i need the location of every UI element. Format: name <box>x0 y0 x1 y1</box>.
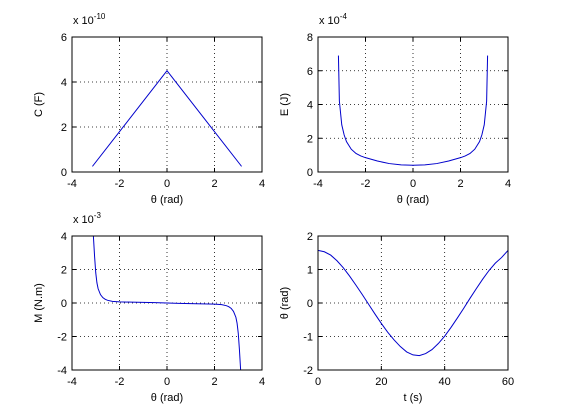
x-axis-label: t (s) <box>404 392 423 404</box>
x-tick-label: 0 <box>164 178 170 190</box>
y-tick-label: 0 <box>307 167 313 179</box>
x-tick-label: 20 <box>375 376 387 388</box>
x-tick-label: 2 <box>211 376 217 388</box>
chart-panel-4: 0 20 40 60 -2 -1 0 1 2 t (s) θ (rad) <box>279 231 514 404</box>
x-tick-label: -4 <box>313 178 323 190</box>
axis-multiplier: x 10-3 <box>73 211 101 226</box>
y-tick-label: -1 <box>303 332 313 344</box>
chart-panel-3: -4 -2 0 2 4 -4 -2 0 2 4 θ (rad) M (N.m) x 10-3 <box>33 211 265 404</box>
y-axis-label: C (F) <box>33 92 45 117</box>
y-tick-label: -2 <box>57 332 67 344</box>
y-tick-label: 2 <box>61 265 67 277</box>
x-tick-label: 60 <box>502 376 514 388</box>
x-tick-label: -4 <box>67 376 77 388</box>
series-line-1 <box>92 235 242 371</box>
x-axis-label: θ (rad) <box>397 194 429 206</box>
series-line-1 <box>92 69 242 167</box>
y-tick-label: 4 <box>307 100 313 112</box>
series-line-1 <box>317 249 509 357</box>
y-tick-label: -4 <box>57 365 67 377</box>
x-tick-label: 4 <box>259 376 265 388</box>
axis-multiplier: x 10-4 <box>319 12 347 27</box>
x-tick-label: 40 <box>439 376 451 388</box>
plot-area <box>318 236 508 370</box>
y-axis-label: M (N.m) <box>33 283 45 323</box>
y-tick-label: 0 <box>307 298 313 310</box>
y-tick-label: 1 <box>307 265 313 277</box>
y-tick-label: 4 <box>61 77 67 89</box>
x-tick-label: -4 <box>67 178 77 190</box>
y-tick-label: 0 <box>61 167 67 179</box>
x-tick-label: -2 <box>361 178 371 190</box>
chart-panel-1: -4 -2 0 2 4 0 2 4 6 θ (rad) C (F) x 10-10 <box>33 12 265 206</box>
y-tick-label: 2 <box>307 231 313 243</box>
x-tick-label: 2 <box>211 178 217 190</box>
x-tick-label: 0 <box>315 376 321 388</box>
y-tick-label: 8 <box>307 32 313 44</box>
y-tick-label: 2 <box>307 133 313 145</box>
y-tick-label: 6 <box>307 66 313 78</box>
x-axis-label: θ (rad) <box>151 194 183 206</box>
x-tick-label: -2 <box>115 178 125 190</box>
axis-multiplier: x 10-10 <box>73 12 106 27</box>
y-tick-label: 2 <box>61 122 67 134</box>
y-tick-label: -2 <box>303 365 313 377</box>
y-tick-label: 0 <box>61 298 67 310</box>
axes-frame <box>317 235 509 371</box>
x-tick-label: 0 <box>410 178 416 190</box>
x-tick-label: 2 <box>457 178 463 190</box>
chart-panel-2: -4 -2 0 2 4 0 2 4 6 8 θ (rad) E (J) x 10-4 <box>279 12 511 206</box>
x-tick-label: 4 <box>259 178 265 190</box>
axes-frame <box>71 36 263 173</box>
axes-frame <box>71 235 263 371</box>
x-tick-label: 4 <box>505 178 511 190</box>
y-axis-label: θ (rad) <box>279 287 291 319</box>
y-axis-label: E (J) <box>279 93 291 116</box>
x-axis-label: θ (rad) <box>151 392 183 404</box>
y-tick-label: 4 <box>61 231 67 243</box>
x-tick-label: 0 <box>164 376 170 388</box>
axes-frame <box>317 36 509 173</box>
series-line-1 <box>337 55 489 166</box>
x-tick-label: -2 <box>115 376 125 388</box>
y-tick-label: 6 <box>61 32 67 44</box>
